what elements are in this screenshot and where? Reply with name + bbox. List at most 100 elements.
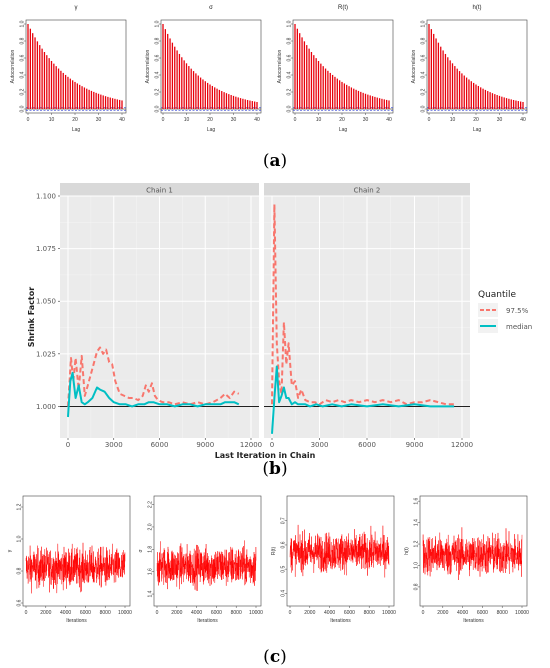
facet-strip-label: Chain 1 (146, 187, 173, 195)
trace-xtick-label: 2000 (40, 610, 51, 616)
ytick-label: 1.000 (36, 403, 56, 411)
trace-xtick-label: 10000 (249, 610, 263, 616)
acf-ytick-label: 0.2 (20, 88, 26, 95)
trace-ylabel: σ (138, 549, 144, 553)
acf-ylabel: Autocorrelation (10, 49, 16, 83)
acf-ytick-label: 0.6 (287, 54, 293, 61)
trace-ylabel: R(t) (271, 547, 277, 556)
acf-ylabel: Autocorrelation (145, 49, 151, 83)
ytick-label: 1.075 (36, 245, 56, 253)
acf-ytick-label: 0.0 (421, 105, 427, 112)
legend-title: Quantile (478, 290, 517, 300)
acf-xtick-label: 20 (72, 117, 78, 123)
xtick-label: 3000 (311, 441, 329, 449)
trace-ytick-label: 0.8 (17, 567, 23, 574)
acf-ytick-label: 1.0 (20, 20, 26, 27)
xtick-label: 6000 (151, 441, 169, 449)
x-axis-label: Last Iteration in Chain (215, 451, 316, 460)
trace-panel: 0.6 0.8 1.0 1.2 γ 0 2000 4000 6000 8000 10000 Itera… (7, 495, 529, 624)
facet-strip (60, 183, 259, 196)
xtick-label: 9000 (406, 441, 424, 449)
acf-plot-title: σ (209, 5, 213, 11)
trace-ytick-label: 0.4 (281, 590, 287, 597)
acf-xtick-label: 40 (254, 117, 260, 123)
acf-xtick-label: 30 (497, 117, 503, 123)
facet-2: Chain 2 0 3000 6000 9000 12000 (264, 183, 473, 449)
acf-ytick-label: 0.4 (20, 71, 26, 78)
trace-xtick-label: 10000 (382, 610, 396, 616)
acf-xtick-label: 20 (473, 117, 479, 123)
trace-xtick-label: 0 (156, 610, 159, 616)
trace-xlabel: Iterations (330, 618, 351, 624)
trace-plot-frame (153, 495, 262, 607)
acf-ytick-label: 0.2 (287, 88, 293, 95)
trace-ytick-label: 2.2 (148, 501, 154, 508)
legend-label-median: median (506, 323, 532, 331)
acf-ytick-label: 0.0 (20, 105, 26, 112)
trace-xtick-label: 8000 (100, 610, 111, 616)
acf-ylabel: Autocorrelation (411, 49, 417, 83)
trace-xlabel: Iterations (463, 618, 484, 624)
trace-xtick-label: 8000 (497, 610, 508, 616)
acf-ytick-label: 0.0 (155, 105, 161, 112)
acf-plot-title: h(t) (473, 5, 482, 11)
trace-ytick-label: 1.6 (148, 568, 154, 575)
acf-xtick-label: 20 (339, 117, 345, 123)
acf-ytick-label: 0.8 (421, 37, 427, 44)
xtick-label: 9000 (196, 441, 214, 449)
trace-ytick-label: 0.6 (281, 541, 287, 548)
acf-xtick-label: 30 (96, 117, 102, 123)
acf-ytick-label: 0.8 (287, 37, 293, 44)
acf-xtick-label: 10 (49, 117, 55, 123)
caption-c: (c) (263, 647, 287, 667)
acf-ytick-label: 0.8 (20, 37, 26, 44)
xtick-label: 0 (66, 441, 70, 449)
trace-xtick-label: 4000 (324, 610, 335, 616)
acf-xtick-label: 10 (184, 117, 190, 123)
trace-xtick-label: 6000 (344, 610, 355, 616)
trace-xtick-label: 2000 (437, 610, 448, 616)
xtick-label: 12000 (451, 441, 473, 449)
trace-xtick-label: 0 (25, 610, 28, 616)
acf-xlabel: Lag (473, 127, 482, 133)
series-line-median (271, 365, 455, 434)
trace-line (156, 540, 257, 591)
acf-ytick-label: 0.4 (287, 71, 293, 78)
xtick-label: 3000 (105, 441, 123, 449)
trace-ytick-label: 1.4 (148, 590, 154, 597)
acf-xtick-label: 30 (363, 117, 369, 123)
gelman-shrink-panel: Chain 1 0 3000 6000 9000 12000 Chain 2 0 3000 600… (27, 183, 532, 460)
trace-xlabel: Iterations (197, 618, 218, 624)
series-line-975 (67, 346, 240, 407)
acf-ytick-label: 0.8 (155, 37, 161, 44)
trace-xtick-label: 0 (422, 610, 425, 616)
trace-xtick-label: 8000 (231, 610, 242, 616)
acf-plot-frame (25, 19, 127, 114)
acf-xlabel: Lag (207, 127, 216, 133)
ytick-label: 1.100 (36, 193, 56, 201)
acf-xtick-label: 20 (207, 117, 213, 123)
acf-ytick-label: 0.2 (155, 88, 161, 95)
acf-ytick-label: 1.0 (421, 20, 427, 27)
trace-plot-3: 0.4 0.5 0.6 0.7 R(t) 0 2000 4000 6000 8000 10000 It… (271, 495, 396, 624)
trace-ytick-label: 1.2 (414, 540, 420, 547)
acf-plot-frame (426, 19, 528, 114)
trace-line (422, 527, 523, 581)
xtick-label: 6000 (358, 441, 376, 449)
trace-plot-frame (419, 495, 528, 607)
caption-b: (b) (262, 459, 287, 479)
acf-xtick-label: 0 (162, 117, 165, 123)
trace-ytick-label: 1.6 (414, 497, 420, 504)
acf-xtick-label: 0 (294, 117, 297, 123)
trace-xtick-label: 10000 (118, 610, 132, 616)
acf-ytick-label: 0.4 (421, 71, 427, 78)
acf-plot-3: R(t) 0.0 0.2 0.4 0.6 0.8 1.0 0 10 20 30 40 Lag Autoco… (277, 5, 394, 133)
caption-c-letter: c (270, 647, 280, 667)
trace-ylabel: γ (7, 549, 13, 552)
facet-strip-label: Chain 2 (354, 187, 381, 195)
trace-line (25, 542, 126, 594)
trace-ytick-label: 2.0 (148, 523, 154, 530)
acf-xtick-label: 40 (119, 117, 125, 123)
acf-plot-frame (160, 19, 262, 114)
